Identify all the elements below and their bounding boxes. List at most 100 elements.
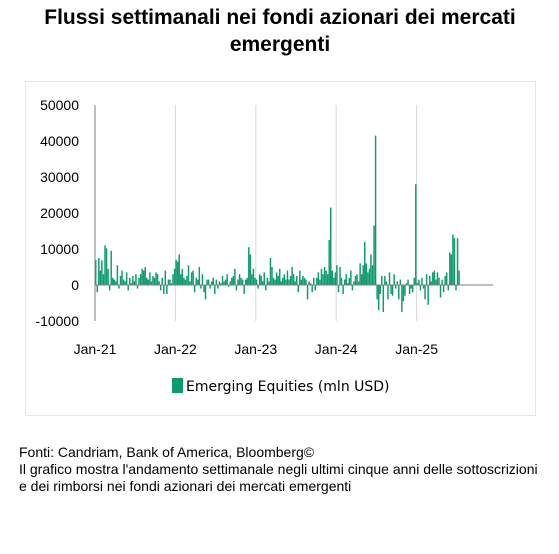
bar bbox=[212, 277, 214, 285]
bar bbox=[353, 281, 355, 285]
bar bbox=[320, 268, 323, 285]
legend-label: Emerging Equities (mln USD) bbox=[186, 379, 390, 395]
bar bbox=[289, 276, 292, 285]
bar bbox=[96, 285, 99, 293]
bar bbox=[113, 279, 116, 285]
bar bbox=[365, 263, 368, 285]
bar bbox=[362, 265, 364, 285]
bar bbox=[441, 279, 443, 285]
bar bbox=[243, 285, 245, 294]
bar bbox=[340, 277, 343, 285]
bar bbox=[455, 285, 457, 291]
bar bbox=[238, 274, 241, 285]
bar bbox=[190, 272, 193, 285]
source-note: Fonti: Candriam, Bank of America, Bloomb… bbox=[19, 444, 315, 460]
bar bbox=[350, 270, 352, 285]
bar bbox=[314, 285, 317, 291]
legend: Emerging Equities (mln USD) bbox=[172, 378, 390, 395]
bar bbox=[167, 279, 170, 285]
bar bbox=[129, 277, 131, 285]
bar bbox=[271, 267, 273, 285]
bar bbox=[390, 285, 392, 294]
bar bbox=[435, 279, 437, 285]
bar bbox=[95, 259, 97, 285]
bar bbox=[124, 281, 126, 285]
y-tick-labels: 50000 40000 30000 20000 10000 0 -10000 bbox=[35, 97, 79, 329]
bar bbox=[249, 254, 252, 285]
bar bbox=[172, 274, 174, 285]
bar bbox=[405, 283, 408, 285]
x-tick-label: Jan-21 bbox=[74, 341, 117, 357]
bar bbox=[118, 285, 120, 289]
bar bbox=[147, 279, 150, 285]
bar bbox=[176, 261, 179, 285]
bar bbox=[351, 285, 354, 291]
bar bbox=[334, 272, 337, 285]
bar bbox=[119, 276, 122, 285]
x-tick-label: Jan-22 bbox=[154, 341, 197, 357]
bar bbox=[173, 268, 176, 285]
bar bbox=[442, 285, 445, 293]
bar bbox=[399, 279, 402, 285]
bar bbox=[183, 277, 185, 285]
bar bbox=[252, 268, 255, 285]
bar bbox=[261, 281, 264, 285]
bar bbox=[186, 276, 188, 285]
bar bbox=[192, 270, 194, 285]
bar bbox=[164, 270, 167, 285]
bar bbox=[387, 285, 389, 300]
bar bbox=[422, 285, 425, 289]
bar bbox=[308, 281, 310, 285]
chart-notes: Fonti: Candriam, Bank of America, Bloomb… bbox=[19, 444, 539, 495]
bar bbox=[384, 276, 386, 285]
bar bbox=[439, 285, 442, 298]
bar bbox=[379, 285, 381, 294]
bar bbox=[411, 285, 414, 293]
bar bbox=[161, 277, 163, 285]
x-tick-label: Jan-23 bbox=[234, 341, 277, 357]
bar bbox=[101, 260, 103, 285]
bar bbox=[424, 285, 426, 300]
bar bbox=[452, 234, 454, 285]
bar bbox=[152, 276, 154, 285]
bar bbox=[218, 281, 221, 285]
bar bbox=[195, 277, 197, 285]
bar bbox=[398, 285, 400, 300]
bar bbox=[214, 285, 216, 294]
bar bbox=[297, 285, 300, 293]
bar bbox=[203, 285, 205, 293]
bar bbox=[316, 277, 318, 285]
bar bbox=[180, 274, 182, 285]
bar bbox=[282, 277, 284, 285]
bar bbox=[115, 281, 117, 285]
bar bbox=[275, 272, 278, 285]
bar bbox=[232, 276, 235, 285]
bar bbox=[313, 277, 315, 285]
chart-frame bbox=[25, 81, 536, 416]
bar bbox=[217, 285, 219, 289]
bar bbox=[432, 272, 434, 285]
bar bbox=[368, 268, 371, 285]
bar bbox=[433, 270, 436, 285]
bar bbox=[294, 281, 296, 285]
bar bbox=[427, 285, 429, 305]
bar bbox=[311, 285, 313, 293]
bar bbox=[251, 274, 253, 285]
bar bbox=[210, 281, 213, 285]
bar bbox=[189, 281, 191, 285]
bar-series bbox=[95, 135, 460, 312]
bar bbox=[234, 268, 236, 285]
y-tick-label: 40000 bbox=[40, 133, 79, 149]
bar bbox=[445, 272, 448, 285]
bar bbox=[235, 285, 238, 291]
bar bbox=[326, 274, 329, 285]
bar bbox=[158, 281, 160, 285]
bar bbox=[323, 267, 326, 285]
bar bbox=[138, 277, 140, 285]
bar bbox=[187, 265, 190, 285]
bar bbox=[404, 285, 406, 296]
bar bbox=[229, 281, 231, 285]
bar bbox=[223, 281, 225, 285]
bar bbox=[146, 277, 148, 285]
